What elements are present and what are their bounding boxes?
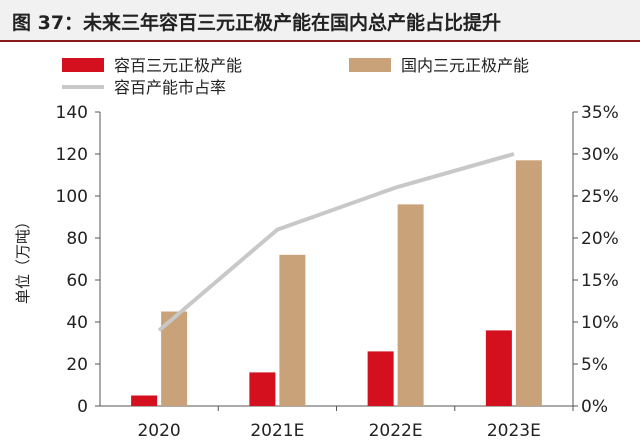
bars: [131, 160, 542, 406]
bar-rongbai: [485, 330, 512, 406]
y2-tick-label: 25%: [581, 187, 619, 207]
bar-domestic: [397, 204, 424, 406]
y-tick-label: 60: [66, 271, 88, 291]
bar-rongbai: [367, 351, 394, 406]
y-axis-label: 单位（万吨）: [14, 214, 32, 304]
title-bar: 图 37：未来三年容百三元正极产能在国内总产能占比提升: [0, 0, 640, 42]
y2-tick-label: 5%: [581, 355, 608, 375]
x-tick-label: 2020: [137, 421, 180, 441]
share-line-path: [157, 152, 515, 332]
share-line-point: [158, 329, 160, 331]
y-tick-label: 0: [77, 397, 88, 417]
share-line-point: [395, 187, 397, 189]
chart-title: 图 37：未来三年容百三元正极产能在国内总产能占比提升: [12, 12, 502, 34]
y-tick-label: 120: [56, 145, 88, 165]
legend-label-0: 容百三元正极产能: [114, 56, 242, 75]
legend-swatch-1: [349, 58, 391, 72]
axes: 0 20 40 60 80 100 120 140 0% 5% 10% 15% 20% 25% 30% 35%…: [14, 103, 619, 441]
y-tick-label: 100: [56, 187, 88, 207]
bar-rongbai: [249, 372, 276, 406]
x-tick-label: 2022E: [369, 421, 423, 441]
bar-rongbai: [131, 395, 158, 406]
y2-tick-label: 10%: [581, 313, 619, 333]
share-line-point: [513, 153, 515, 155]
y-tick-label: 40: [66, 313, 88, 333]
bar-domestic: [515, 160, 542, 406]
y-tick-label: 80: [66, 229, 88, 249]
y2-tick-label: 20%: [581, 229, 619, 249]
x-tick-label: 2023E: [487, 421, 541, 441]
legend-label-2: 容百产能市占率: [114, 78, 226, 97]
y-tick-label: 20: [66, 355, 88, 375]
y2-tick-label: 35%: [581, 103, 619, 123]
y2-tick-label: 15%: [581, 271, 619, 291]
legend-label-1: 国内三元正极产能: [401, 56, 529, 75]
x-tick-label: 2021E: [250, 421, 304, 441]
y2-tick-label: 0%: [581, 397, 608, 417]
share-line: [157, 152, 515, 332]
bar-domestic: [279, 254, 306, 406]
y2-tick-label: 30%: [581, 145, 619, 165]
legend-swatch-0: [62, 58, 104, 72]
y-tick-label: 140: [56, 103, 88, 123]
share-line-point: [276, 229, 278, 231]
